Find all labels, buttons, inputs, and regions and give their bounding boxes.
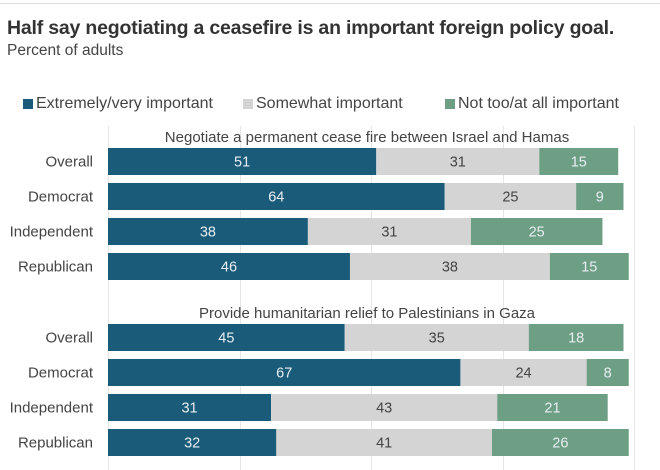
value-label: 9: [596, 190, 604, 206]
value-label: 51: [234, 155, 250, 171]
value-label: 18: [568, 331, 584, 347]
bar-segment-extremely-very-important: [108, 359, 461, 386]
value-label: 46: [221, 260, 237, 276]
value-label: 32: [184, 436, 200, 452]
legend: Extremely/very important Somewhat import…: [0, 95, 660, 117]
bar-segment-extremely-very-important: [108, 148, 377, 175]
bar-segment-somewhat-important: [376, 148, 540, 175]
category-label: Democrat: [28, 365, 94, 382]
bar-segment-somewhat-important: [460, 359, 587, 386]
group-title: Negotiate a permanent cease fire between…: [165, 129, 569, 146]
category-label: Overall: [45, 330, 93, 347]
value-label: 31: [181, 401, 197, 417]
bar-segment-not-too-at-all-important: [528, 324, 624, 351]
bar-row-democrat: Democrat 67 24 8: [28, 359, 629, 386]
legend-item-somewhat-important: Somewhat important: [243, 95, 403, 113]
bar-row-overall: Overall 51 31 15: [45, 148, 619, 175]
category-label: Republican: [18, 435, 93, 452]
value-label: 41: [376, 436, 392, 452]
bar-segment-somewhat-important: [444, 183, 577, 210]
bar-segment-extremely-very-important: [108, 394, 272, 421]
legend-label: Somewhat important: [256, 95, 403, 112]
bar-segment-extremely-very-important: [108, 183, 445, 210]
bar-row-democrat: Democrat 64 25 9: [28, 183, 624, 210]
value-label: 25: [502, 190, 518, 206]
bar-group-1: Provide humanitarian relief to Palestini…: [10, 305, 629, 456]
category-label: Democrat: [28, 189, 94, 206]
bar-segment-extremely-very-important: [108, 253, 350, 280]
value-label: 38: [442, 260, 458, 276]
value-label: 8: [604, 366, 612, 382]
value-label: 31: [381, 225, 397, 241]
bar-segment-extremely-very-important: [108, 429, 277, 456]
chart-title: Half say negotiating a ceasefire is an i…: [7, 17, 615, 39]
value-label: 64: [268, 190, 284, 206]
bar-group-0: Negotiate a permanent cease fire between…: [10, 129, 629, 280]
bar-segment-extremely-very-important: [108, 324, 345, 351]
value-label: 21: [544, 401, 560, 417]
legend-swatch-icon: [445, 99, 455, 109]
bar-segment-somewhat-important: [271, 394, 498, 421]
bar-segment-not-too-at-all-important: [576, 183, 624, 210]
bar-segment-somewhat-important: [344, 324, 529, 351]
bars: Negotiate a permanent cease fire between…: [10, 129, 629, 456]
bar-row-independent: Independent 38 31 25: [10, 218, 603, 245]
category-label: Republican: [18, 259, 93, 276]
value-label: 26: [552, 436, 568, 452]
legend-item-extremely-very-important: Extremely/very important: [23, 95, 213, 113]
bar-row-independent: Independent 31 43 21: [10, 394, 608, 421]
bar-segment-not-too-at-all-important: [470, 218, 603, 245]
bar-segment-extremely-very-important: [108, 218, 308, 245]
legend-label: Not too/at all important: [458, 95, 619, 112]
chart-subtitle: Percent of adults: [7, 42, 124, 59]
value-label: 15: [581, 260, 597, 276]
legend-label: Extremely/very important: [36, 95, 213, 112]
bar-segment-somewhat-important: [307, 218, 471, 245]
bar-segment-somewhat-important: [276, 429, 492, 456]
bar-segment-not-too-at-all-important: [549, 253, 629, 280]
bar-row-republican: Republican 32 41 26: [18, 429, 629, 456]
value-label: 31: [450, 155, 466, 171]
bar-segment-somewhat-important: [349, 253, 550, 280]
value-label: 45: [218, 331, 234, 347]
bar-row-overall: Overall 45 35 18: [45, 324, 624, 351]
bar-segment-not-too-at-all-important: [586, 359, 629, 386]
value-label: 38: [200, 225, 216, 241]
value-label: 35: [429, 331, 445, 347]
value-label: 24: [515, 366, 531, 382]
category-label: Independent: [10, 400, 94, 417]
category-label: Overall: [45, 154, 93, 171]
bar-segment-not-too-at-all-important: [491, 429, 629, 456]
category-label: Independent: [10, 224, 94, 241]
top-border: [0, 3, 660, 4]
legend-item-not-too-at-all-important: Not too/at all important: [445, 95, 619, 113]
value-label: 67: [276, 366, 292, 382]
bar-segment-not-too-at-all-important: [539, 148, 619, 175]
bar-row-republican: Republican 46 38 15: [18, 253, 629, 280]
group-title: Provide humanitarian relief to Palestini…: [199, 305, 536, 322]
bar-segment-not-too-at-all-important: [497, 394, 608, 421]
legend-swatch-icon: [243, 99, 253, 109]
value-label: 15: [571, 155, 587, 171]
legend-swatch-icon: [23, 99, 33, 109]
value-label: 25: [529, 225, 545, 241]
value-label: 43: [376, 401, 392, 417]
